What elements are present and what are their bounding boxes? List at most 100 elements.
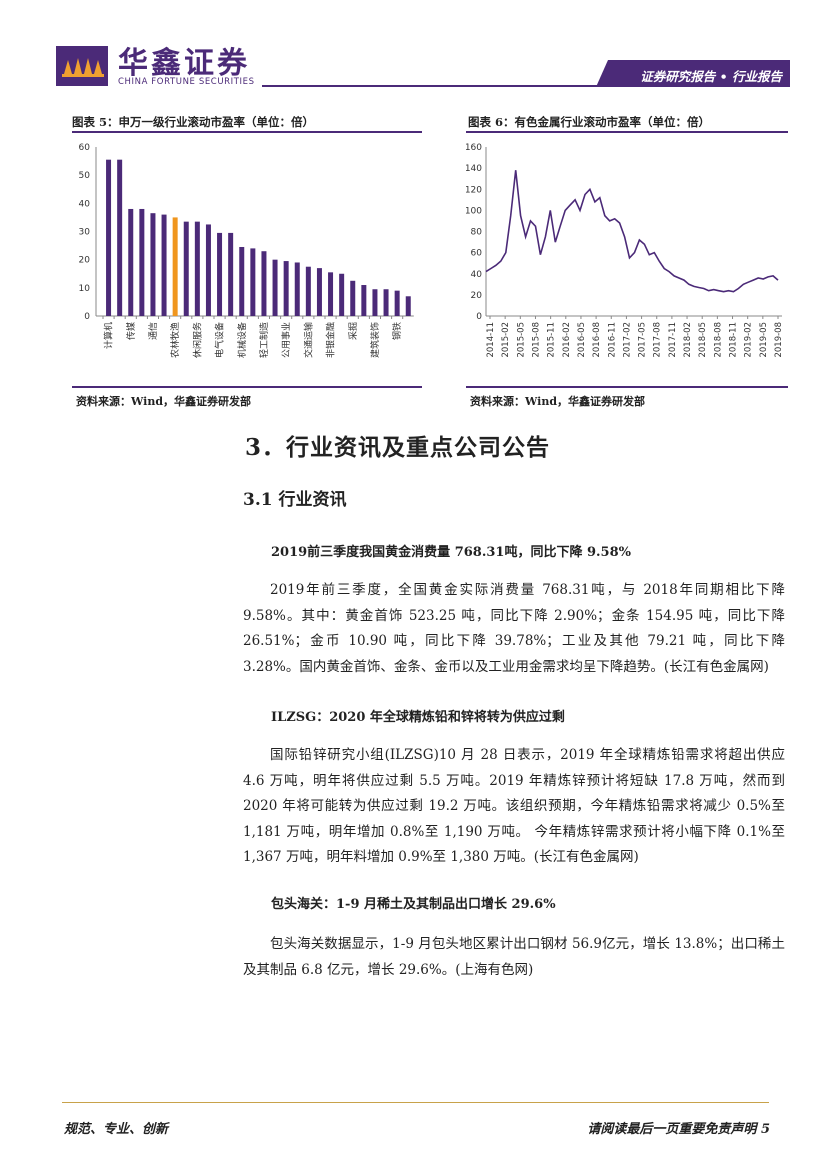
company-name-en: CHINA FORTUNE SECURITIES xyxy=(118,77,255,87)
nonferrous-pe-line-chart: 0 20 40 60 80 100 120 140 160 2014-11 2015-02 2015-… xyxy=(466,143,784,358)
category-label: 非银金融 xyxy=(325,322,337,358)
figure5-top-rule xyxy=(72,131,422,133)
figure6-source: 资料来源：Wind，华鑫证券研发部 xyxy=(470,395,646,408)
bar xyxy=(383,289,389,316)
bar xyxy=(106,159,112,316)
news-title-ilzsg: ILZSG：2020 年全球精炼铅和锌将转为供应过剩 xyxy=(271,710,565,725)
footer-disclaimer-page: 请阅读最后一页重要免责声明 5 xyxy=(587,1122,770,1137)
bar xyxy=(328,272,334,316)
date-label: 2016-11 xyxy=(607,322,617,358)
bar xyxy=(172,217,178,316)
bar xyxy=(294,262,300,316)
header-rule xyxy=(262,85,607,87)
category-label: 建筑装饰 xyxy=(369,322,381,358)
figure5-title: 图表 5：申万一级行业滚动市盈率（单位：倍） xyxy=(72,115,315,129)
bar xyxy=(117,159,123,316)
report-type-banner xyxy=(596,60,790,87)
category-label: 采掘 xyxy=(347,322,359,340)
bar xyxy=(261,251,267,316)
y-tick-label: 40 xyxy=(79,199,91,209)
date-label: 2017-08 xyxy=(653,322,663,358)
y-tick-label: 140 xyxy=(466,164,482,174)
bar xyxy=(205,224,211,316)
y-tick-label: 30 xyxy=(79,228,91,238)
category-label: 休闲服务 xyxy=(191,322,203,358)
company-logo-mark xyxy=(56,46,108,86)
date-label: 2015-08 xyxy=(531,322,541,358)
bar xyxy=(372,289,378,316)
date-label: 2015-11 xyxy=(547,322,557,358)
y-tick-label: 160 xyxy=(466,143,482,153)
date-label: 2019-08 xyxy=(774,322,784,358)
bar xyxy=(339,273,345,316)
bar xyxy=(250,248,256,316)
date-label: 2017-05 xyxy=(638,322,648,358)
y-tick-label: 100 xyxy=(466,206,482,216)
category-label: 钢铁 xyxy=(391,322,403,340)
category-label: 轻工制造 xyxy=(258,322,270,358)
date-label: 2018-11 xyxy=(729,322,739,358)
news-title-baotou: 包头海关：1-9 月稀土及其制品出口增长 29.6% xyxy=(271,897,556,912)
date-label: 2014-11 xyxy=(486,322,496,358)
y-tick-label: 80 xyxy=(471,228,483,238)
date-label: 2015-05 xyxy=(516,322,526,358)
bar xyxy=(272,259,278,316)
date-label: 2018-02 xyxy=(683,322,693,358)
bar xyxy=(161,214,167,316)
figure6-bottom-rule xyxy=(466,386,788,388)
logo-icon xyxy=(62,58,104,77)
bar xyxy=(183,221,189,316)
y-tick-label: 10 xyxy=(79,284,91,294)
date-label: 2018-05 xyxy=(698,322,708,358)
bar xyxy=(128,208,134,316)
bar xyxy=(305,266,311,316)
bar xyxy=(194,221,200,316)
y-tick-label: 0 xyxy=(476,312,482,322)
bar xyxy=(350,280,356,316)
industry-pe-bar-chart: 0 10 20 30 40 50 60 计算机 传媒 通信 农林牧渔 休闲服务 电气设备 机械设备 轻工制造… xyxy=(79,143,414,358)
company-name-cn: 华鑫证券 xyxy=(118,46,250,81)
category-label: 交通运输 xyxy=(302,322,314,358)
bar xyxy=(150,213,156,316)
y-tick-label: 20 xyxy=(79,256,91,266)
subsection-heading: 3.1 行业资讯 xyxy=(243,490,347,510)
category-label: 电气设备 xyxy=(214,322,226,358)
date-label: 2016-08 xyxy=(592,322,602,358)
news-body-gold: 2019年前三季度，全国黄金实际消费量 768.31吨，与 2018年同期相比下… xyxy=(243,582,785,675)
bar xyxy=(316,268,322,316)
y-tick-label: 60 xyxy=(471,249,483,259)
date-label: 2017-02 xyxy=(622,322,632,358)
y-tick-label: 50 xyxy=(79,171,91,181)
y-tick-label: 120 xyxy=(466,185,482,195)
bar xyxy=(361,285,367,316)
category-label: 机械设备 xyxy=(236,322,248,358)
figure5-source: 资料来源：Wind，华鑫证券研发部 xyxy=(76,395,252,408)
y-tick-label: 40 xyxy=(471,270,483,280)
bar xyxy=(228,232,234,316)
figure6-title: 图表 6：有色金属行业滚动市盈率（单位：倍） xyxy=(468,115,711,129)
report-type-label: 证券研究报告 • 行业报告 xyxy=(640,69,782,84)
bar xyxy=(394,290,400,316)
y-tick-label: 0 xyxy=(84,312,90,322)
category-label: 通信 xyxy=(147,322,159,340)
footer-rule xyxy=(62,1102,769,1103)
category-label: 农林牧渔 xyxy=(169,322,181,358)
bar xyxy=(405,296,411,316)
news-title-gold: 2019前三季度我国黄金消费量 768.31吨，同比下降 9.58% xyxy=(271,545,632,560)
category-label: 公用事业 xyxy=(280,322,292,358)
date-label: 2019-02 xyxy=(744,322,754,358)
bar xyxy=(283,261,289,316)
y-tick-label: 60 xyxy=(79,143,91,153)
category-label: 计算机 xyxy=(103,322,115,349)
bar xyxy=(139,208,145,316)
section-heading: 3．行业资讯及重点公司公告 xyxy=(245,434,551,461)
pe-series-line xyxy=(485,170,779,293)
y-tick-label: 20 xyxy=(471,291,483,301)
category-label: 传媒 xyxy=(125,322,137,340)
figure6-top-rule xyxy=(466,131,788,133)
date-label: 2019-05 xyxy=(759,322,769,358)
date-label: 2015-02 xyxy=(501,322,511,358)
news-body-ilzsg: 国际铅锌研究小组(ILZSG)10 月 28 日表示，2019 年全球精炼铅需求… xyxy=(243,747,785,865)
news-body-baotou: 包头海关数据显示，1-9 月包头地区累计出口钢材 56.9亿元，增长 13.8%… xyxy=(243,936,785,978)
bar xyxy=(239,246,245,316)
